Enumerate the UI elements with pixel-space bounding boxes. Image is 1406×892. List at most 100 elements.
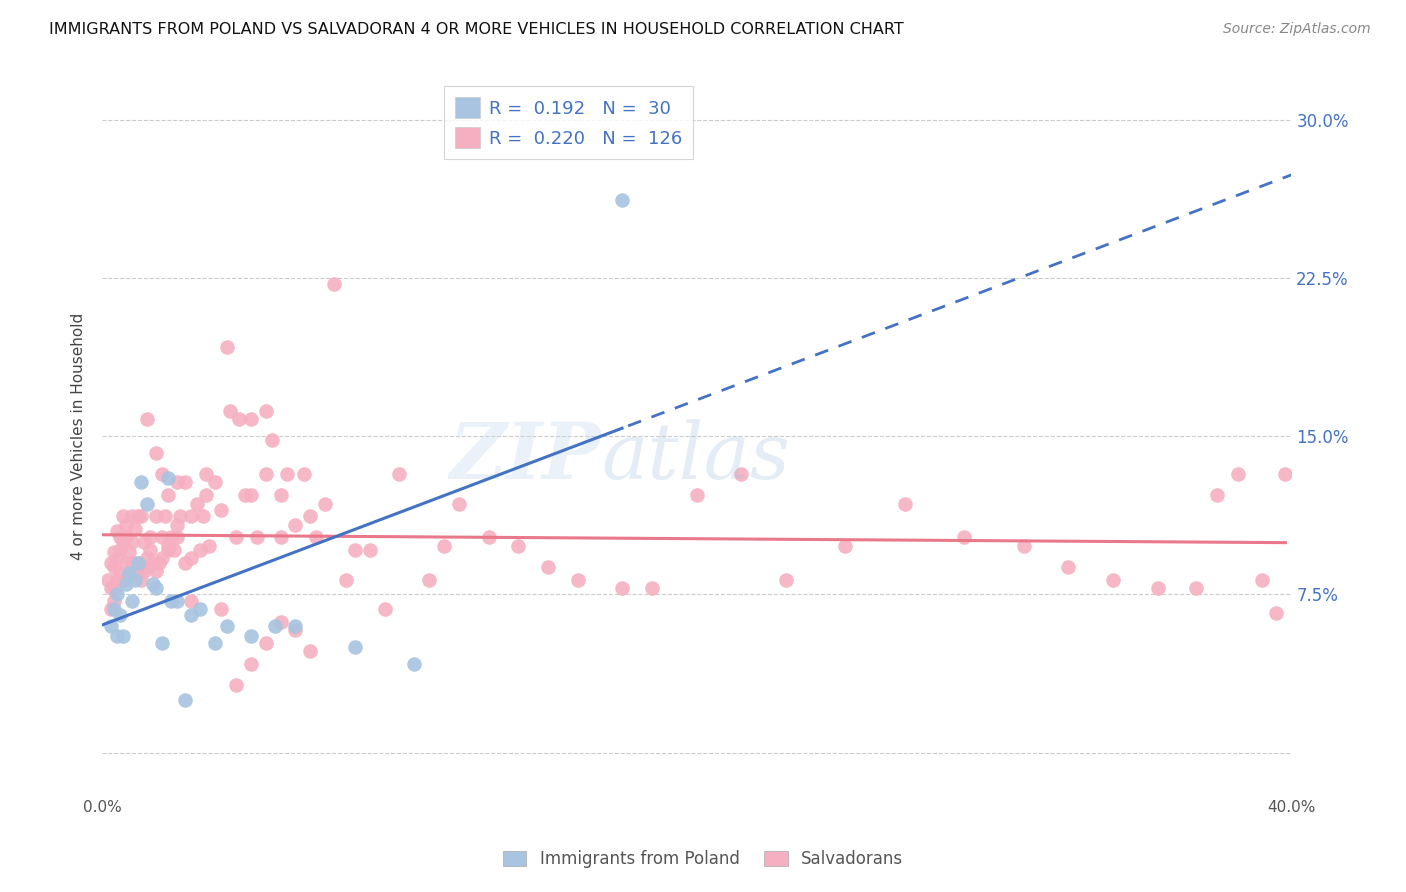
Point — [204, 636, 226, 650]
Point — [270, 615, 292, 629]
Point — [343, 543, 366, 558]
Point — [233, 488, 256, 502]
Point — [105, 524, 128, 538]
Point — [180, 551, 202, 566]
Point — [132, 534, 155, 549]
Text: IMMIGRANTS FROM POLAND VS SALVADORAN 4 OR MORE VEHICLES IN HOUSEHOLD CORRELATION: IMMIGRANTS FROM POLAND VS SALVADORAN 4 O… — [49, 22, 904, 37]
Point — [204, 475, 226, 490]
Point — [217, 341, 239, 355]
Point — [142, 556, 165, 570]
Point — [478, 530, 501, 544]
Point — [121, 509, 143, 524]
Point — [508, 539, 530, 553]
Point — [418, 573, 440, 587]
Point — [209, 602, 232, 616]
Point — [156, 488, 179, 502]
Point — [263, 619, 285, 633]
Point — [284, 517, 307, 532]
Point — [129, 475, 152, 490]
Point — [121, 593, 143, 607]
Point — [239, 488, 262, 502]
Point — [166, 530, 188, 544]
Point — [103, 559, 125, 574]
Point — [111, 630, 134, 644]
Y-axis label: 4 or more Vehicles in Household: 4 or more Vehicles in Household — [72, 312, 86, 559]
Point — [135, 497, 157, 511]
Point — [359, 543, 381, 558]
Point — [246, 530, 269, 544]
Point — [894, 497, 917, 511]
Point — [180, 593, 202, 607]
Point — [108, 530, 131, 544]
Point — [1250, 573, 1272, 587]
Point — [124, 566, 146, 581]
Point — [145, 564, 167, 578]
Point — [188, 543, 211, 558]
Point — [1146, 581, 1168, 595]
Point — [1274, 467, 1296, 481]
Point — [335, 573, 357, 587]
Point — [129, 509, 152, 524]
Point — [254, 636, 277, 650]
Text: ZIP: ZIP — [450, 419, 602, 496]
Point — [433, 539, 456, 553]
Point — [132, 564, 155, 578]
Point — [145, 581, 167, 595]
Point — [148, 556, 170, 570]
Point — [195, 467, 218, 481]
Point — [127, 556, 149, 570]
Point — [105, 551, 128, 566]
Point — [1226, 467, 1249, 481]
Point — [305, 530, 328, 544]
Point — [97, 573, 120, 587]
Point — [129, 573, 152, 587]
Point — [180, 608, 202, 623]
Point — [103, 602, 125, 616]
Point — [111, 534, 134, 549]
Point — [103, 545, 125, 559]
Point — [254, 467, 277, 481]
Point — [135, 559, 157, 574]
Point — [108, 566, 131, 581]
Point — [1265, 607, 1288, 621]
Point — [284, 619, 307, 633]
Point — [537, 559, 560, 574]
Point — [118, 545, 141, 559]
Point — [124, 522, 146, 536]
Point — [1206, 488, 1229, 502]
Point — [121, 534, 143, 549]
Point — [834, 539, 856, 553]
Point — [1057, 559, 1080, 574]
Point — [404, 657, 426, 671]
Point — [239, 657, 262, 671]
Point — [299, 644, 322, 658]
Point — [284, 623, 307, 637]
Point — [228, 412, 250, 426]
Point — [1012, 539, 1035, 553]
Point — [217, 619, 239, 633]
Point — [108, 543, 131, 558]
Point — [174, 692, 197, 706]
Point — [145, 446, 167, 460]
Point — [156, 471, 179, 485]
Point — [195, 488, 218, 502]
Point — [111, 509, 134, 524]
Point — [127, 509, 149, 524]
Point — [162, 543, 184, 558]
Point — [239, 630, 262, 644]
Point — [612, 193, 634, 207]
Point — [100, 619, 122, 633]
Point — [166, 517, 188, 532]
Point — [115, 556, 138, 570]
Point — [270, 488, 292, 502]
Point — [219, 403, 242, 417]
Point — [174, 475, 197, 490]
Point — [953, 530, 976, 544]
Point — [115, 530, 138, 544]
Point — [153, 509, 176, 524]
Point — [343, 640, 366, 654]
Point — [159, 530, 181, 544]
Point — [145, 509, 167, 524]
Point — [127, 556, 149, 570]
Point — [254, 403, 277, 417]
